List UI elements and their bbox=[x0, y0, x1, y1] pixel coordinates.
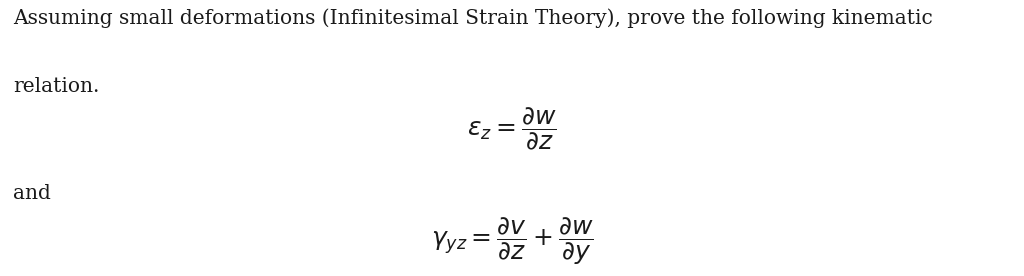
Text: relation.: relation. bbox=[13, 77, 99, 96]
Text: $\gamma_{yz} = \dfrac{\partial v}{\partial z} + \dfrac{\partial w}{\partial y}$: $\gamma_{yz} = \dfrac{\partial v}{\parti… bbox=[431, 215, 593, 267]
Text: $\varepsilon_z = \dfrac{\partial w}{\partial z}$: $\varepsilon_z = \dfrac{\partial w}{\par… bbox=[467, 105, 557, 152]
Text: Assuming small deformations (Infinitesimal Strain Theory), prove the following k: Assuming small deformations (Infinitesim… bbox=[13, 8, 933, 28]
Text: and: and bbox=[13, 184, 51, 203]
